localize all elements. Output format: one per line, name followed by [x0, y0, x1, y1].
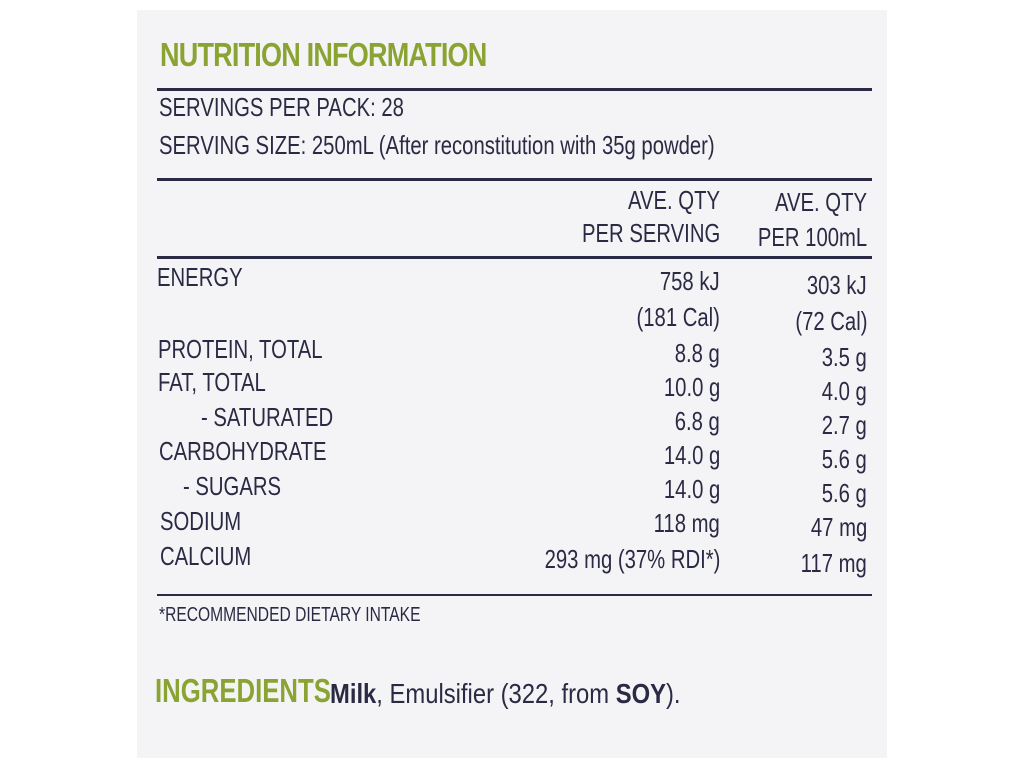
- nutrient-name-sugars: - SUGARS: [183, 471, 282, 501]
- nutrition-panel: NUTRITION INFORMATION SERVINGS PER PACK:…: [137, 10, 887, 758]
- nutrient-per100-saturated: 2.7 g: [821, 410, 867, 440]
- ingredients-text: Milk, Emulsifier (322, from SOY).: [330, 678, 681, 710]
- rdi-footnote: *RECOMMENDED DIETARY INTAKE: [159, 604, 421, 626]
- header-divider: [157, 256, 872, 259]
- nutrient-per100-sugars: 5.6 g: [821, 478, 867, 508]
- nutrient-name-fat: FAT, TOTAL: [158, 367, 266, 397]
- ingredient-milk: Milk: [330, 678, 377, 709]
- nutrient-name-carbohydrate: CARBOHYDRATE: [159, 436, 327, 466]
- col-per-100-line2: PER 100mL: [757, 222, 867, 252]
- nutrient-per100-calcium: 117 mg: [800, 548, 867, 578]
- ingredient-emulsifier: , Emulsifier (322, from: [376, 678, 616, 709]
- nutrient-serving-calcium: 293 mg (37% RDI*): [544, 544, 720, 574]
- energy-per100-cal: (72 Cal): [794, 306, 867, 336]
- nutrient-serving-fat: 10.0 g: [663, 372, 720, 402]
- nutrient-name-protein: PROTEIN, TOTAL: [158, 334, 323, 364]
- panel-title: NUTRITION INFORMATION: [160, 36, 487, 73]
- nutrient-serving-carbohydrate: 14.0 g: [663, 440, 720, 470]
- nutrient-serving-protein: 8.8 g: [674, 338, 720, 368]
- energy-serving-cal: (181 Cal): [636, 302, 720, 332]
- nutrient-per100-protein: 3.5 g: [821, 342, 867, 372]
- ingredient-soy: SOY: [615, 678, 666, 709]
- nutrient-name-sodium: SODIUM: [160, 506, 242, 536]
- nutrient-serving-sodium: 118 mg: [653, 508, 720, 538]
- nutrient-name-saturated: - SATURATED: [201, 402, 334, 432]
- serving-size: SERVING SIZE: 250mL (After reconstitutio…: [159, 130, 715, 160]
- energy-label: ENERGY: [157, 262, 243, 292]
- serving-divider: [157, 178, 872, 181]
- nutrient-per100-sodium: 47 mg: [810, 512, 867, 542]
- title-divider: [157, 88, 872, 91]
- ingredient-end: ).: [665, 678, 681, 709]
- table-bottom-divider: [157, 594, 872, 596]
- col-per-serving-line2: PER SERVING: [581, 218, 720, 248]
- energy-per100-kj: 303 kJ: [807, 270, 867, 300]
- nutrient-name-calcium: CALCIUM: [160, 541, 252, 571]
- energy-serving-kj: 758 kJ: [660, 266, 720, 296]
- servings-per-pack: SERVINGS PER PACK: 28: [159, 92, 404, 122]
- nutrition-label: NUTRITION INFORMATION SERVINGS PER PACK:…: [137, 10, 887, 758]
- nutrient-serving-sugars: 14.0 g: [663, 474, 720, 504]
- nutrient-per100-fat: 4.0 g: [821, 376, 867, 406]
- ingredients-label: INGREDIENTS: [155, 672, 331, 709]
- nutrient-serving-saturated: 6.8 g: [674, 406, 720, 436]
- nutrient-per100-carbohydrate: 5.6 g: [821, 444, 867, 474]
- col-per-100-line1: AVE. QTY: [774, 187, 867, 217]
- col-per-serving-line1: AVE. QTY: [627, 185, 720, 215]
